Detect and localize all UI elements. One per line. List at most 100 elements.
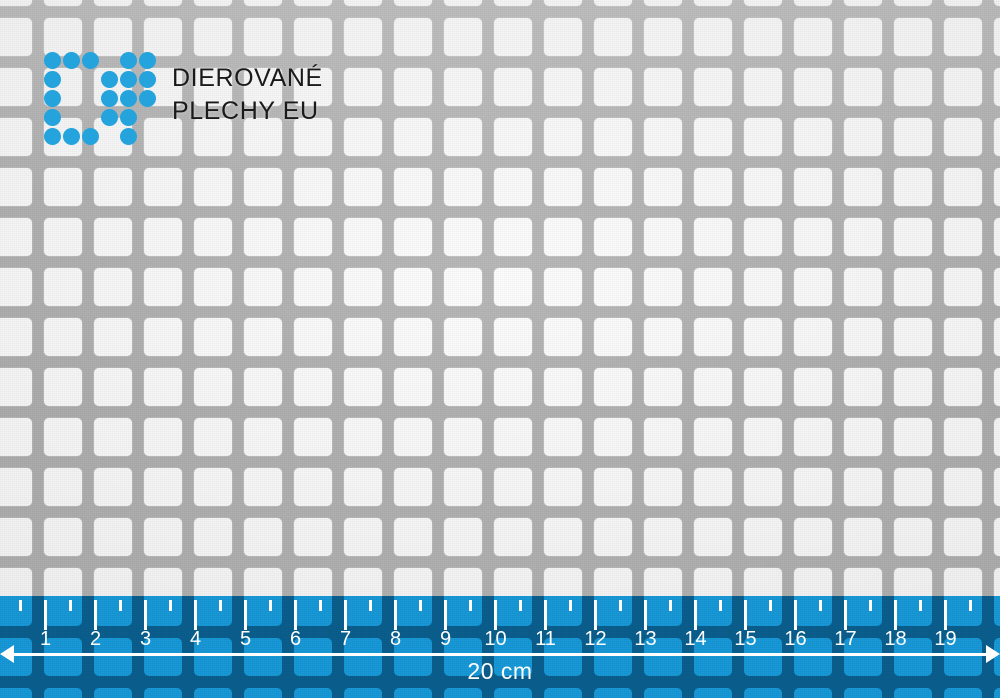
perforation-hole xyxy=(94,418,132,456)
perforation-hole-tinted xyxy=(394,688,432,698)
perforation-hole xyxy=(644,118,682,156)
perforation-hole xyxy=(344,368,382,406)
perforation-hole xyxy=(794,368,832,406)
perforation-hole xyxy=(0,318,32,356)
ruler-tick-major xyxy=(544,600,547,630)
perforation-hole xyxy=(544,318,582,356)
perforation-hole xyxy=(744,418,782,456)
ruler-tick-minor xyxy=(819,600,822,611)
perforation-hole xyxy=(644,518,682,556)
logo-dot xyxy=(120,128,137,145)
perforation-hole xyxy=(994,18,1000,56)
ruler-tick-label: 12 xyxy=(584,628,607,650)
scale-ruler: 1 2 3 4 5 6 7 8 9 10 11 12 13 14 15 16 17 18 19 20 cm xyxy=(0,596,1000,698)
perforation-hole-tinted xyxy=(944,688,982,698)
perforation-hole xyxy=(0,268,32,306)
perforation-hole xyxy=(0,0,32,6)
perforation-hole xyxy=(394,468,432,506)
ruler-tick-major xyxy=(194,600,197,630)
perforation-hole xyxy=(294,268,332,306)
perforation-hole-tinted xyxy=(294,596,332,626)
perforation-hole xyxy=(344,168,382,206)
perforation-hole xyxy=(794,268,832,306)
perforation-hole xyxy=(994,418,1000,456)
perforation-hole-tinted xyxy=(594,638,632,676)
perforation-hole-tinted xyxy=(194,596,232,626)
logo-dot xyxy=(44,109,61,126)
perforation-hole xyxy=(744,68,782,106)
perforation-hole xyxy=(494,368,532,406)
perforation-hole xyxy=(144,18,182,56)
perforation-hole xyxy=(294,518,332,556)
perforation-hole xyxy=(94,168,132,206)
perforation-hole-tinted xyxy=(344,596,382,626)
ruler-tick-minor xyxy=(569,600,572,611)
perforation-hole-tinted xyxy=(594,688,632,698)
perforation-hole xyxy=(694,368,732,406)
perforation-hole-tinted xyxy=(494,688,532,698)
arrow-right-icon xyxy=(986,645,1000,663)
logo-dot xyxy=(63,52,80,69)
perforation-hole xyxy=(844,18,882,56)
perforation-hole xyxy=(644,218,682,256)
perforation-hole xyxy=(194,368,232,406)
perforation-hole xyxy=(794,0,832,6)
perforation-hole xyxy=(294,18,332,56)
perforation-hole xyxy=(594,118,632,156)
ruler-tick-minor xyxy=(769,600,772,611)
perforation-hole-tinted xyxy=(544,596,582,626)
perforation-hole xyxy=(994,318,1000,356)
perforation-hole xyxy=(394,118,432,156)
perforation-hole xyxy=(744,318,782,356)
perforation-hole xyxy=(794,18,832,56)
perforation-hole xyxy=(394,0,432,6)
perforation-hole xyxy=(444,218,482,256)
ruler-tick-minor xyxy=(369,600,372,611)
perforation-hole xyxy=(994,0,1000,6)
perforation-hole xyxy=(694,318,732,356)
total-length-label: 20 cm xyxy=(467,658,533,684)
ruler-tick-minor xyxy=(269,600,272,611)
perforation-hole xyxy=(94,0,132,6)
perforation-hole xyxy=(94,518,132,556)
perforation-hole-tinted xyxy=(644,596,682,626)
perforation-hole xyxy=(744,118,782,156)
perforation-hole xyxy=(644,268,682,306)
perforation-hole xyxy=(444,418,482,456)
perforation-hole xyxy=(194,418,232,456)
perforation-hole xyxy=(694,468,732,506)
logo-dot xyxy=(101,109,118,126)
perforation-hole xyxy=(894,18,932,56)
ruler-tick-label: 3 xyxy=(139,628,152,650)
perforation-hole xyxy=(444,0,482,6)
perforation-hole xyxy=(494,268,532,306)
perforation-hole xyxy=(694,268,732,306)
perforation-hole xyxy=(944,418,982,456)
perforation-hole xyxy=(694,418,732,456)
perforation-hole xyxy=(844,318,882,356)
ruler-tick-major xyxy=(894,600,897,630)
perforation-hole xyxy=(444,468,482,506)
perforation-hole-tinted xyxy=(944,596,982,626)
perforation-hole xyxy=(844,518,882,556)
ruler-tick-major xyxy=(644,600,647,630)
perforation-hole xyxy=(0,118,32,156)
perforation-hole xyxy=(844,268,882,306)
perforation-hole xyxy=(294,368,332,406)
perforation-hole-tinted xyxy=(444,688,482,698)
perforation-hole-tinted xyxy=(544,688,582,698)
perforation-hole xyxy=(794,518,832,556)
perforation-hole xyxy=(194,268,232,306)
perforation-hole xyxy=(44,468,82,506)
perforation-hole xyxy=(344,68,382,106)
perforation-hole xyxy=(244,518,282,556)
perforation-hole xyxy=(94,318,132,356)
perforation-hole xyxy=(594,418,632,456)
brand-name-text: DIEROVANÉ PLECHY EU xyxy=(172,64,323,125)
perforation-hole xyxy=(294,68,332,106)
perforation-hole xyxy=(494,318,532,356)
perforation-hole xyxy=(294,468,332,506)
perforation-hole xyxy=(694,518,732,556)
ruler-tick-minor xyxy=(169,600,172,611)
perforation-hole xyxy=(894,418,932,456)
